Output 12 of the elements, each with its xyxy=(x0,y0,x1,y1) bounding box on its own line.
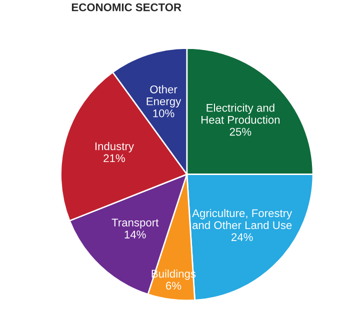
data-label: 10% xyxy=(153,109,174,118)
data-label: 25% xyxy=(230,128,252,136)
data-label: 24% xyxy=(232,233,253,242)
chart-title: ECONOMIC SECTOR xyxy=(72,3,182,12)
data-label: 14% xyxy=(124,230,146,238)
data-label: 6% xyxy=(166,282,182,290)
slice-label: Transport xyxy=(112,218,159,229)
slice-label: Agriculture, Forestry and Other Land Use xyxy=(192,208,292,230)
data-label: 21% xyxy=(104,154,125,162)
slice-label: Other Energy xyxy=(146,85,182,108)
slice-label: Industry xyxy=(95,142,134,152)
slice-label: Electricity and Heat Production xyxy=(202,104,280,124)
